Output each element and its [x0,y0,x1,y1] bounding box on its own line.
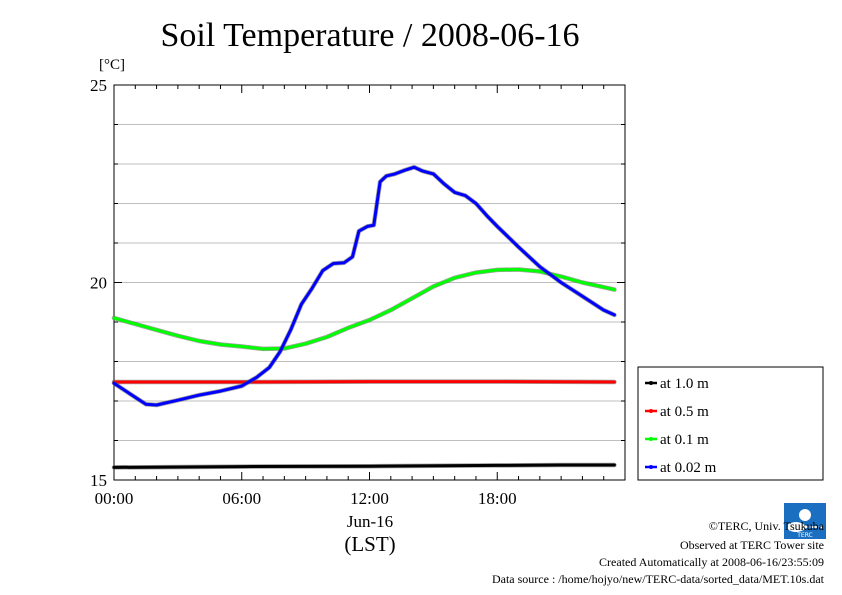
date-label: Jun-16 [347,512,393,531]
x-tick-label: 06:00 [222,489,261,508]
y-axis-unit: [°C] [99,57,125,73]
y-tick-label: 15 [90,471,107,490]
legend-label-0: at 1.0 m [660,376,709,392]
legend-marker-2 [649,437,653,441]
series-line-shadow-3 [111,164,617,408]
chart-title: Soil Temperature / 2008-06-16 [160,17,579,54]
y-tick-label: 20 [90,274,107,293]
svg-text:TERC: TERC [796,532,813,539]
grid-lines [114,124,625,441]
credit-observed: Observed at TERC Tower site [679,538,824,552]
legend-label-1: at 0.5 m [660,404,709,420]
series-line-0 [112,463,616,469]
credit-copyright: ©TERC, Univ. Tsukuba [708,519,824,533]
legend-marker-0 [649,381,653,385]
x-tick-labels: 00:00 06:00 12:00 18:00 [95,489,517,508]
x-axis-label: (LST) [344,532,395,556]
x-tick-label: 00:00 [95,489,134,508]
y-tick-labels: 15 20 25 [90,76,107,490]
x-tick-label: 12:00 [350,489,389,508]
y-tick-marks [114,84,625,481]
series-layer [111,164,617,470]
legend: at 1.0 m at 0.5 m at 0.1 m at 0.02 m [637,366,824,481]
legend-marker-3 [649,465,653,469]
legend-label-2: at 0.1 m [660,432,709,448]
legend-box [637,366,824,481]
credit-source: Data source : /home/hojyo/new/TERC-data/… [491,572,824,586]
credit-created: Created Automatically at 2008-06-16/23:5… [599,555,824,569]
x-tick-marks [113,85,626,480]
terc-logo: TERC [784,503,826,539]
legend-marker-1 [649,409,653,413]
legend-label-3: at 0.02 m [660,460,717,476]
x-tick-label: 18:00 [478,489,517,508]
series-line-3 [112,165,616,407]
series-line-2 [112,268,616,351]
y-tick-label: 25 [90,76,107,95]
